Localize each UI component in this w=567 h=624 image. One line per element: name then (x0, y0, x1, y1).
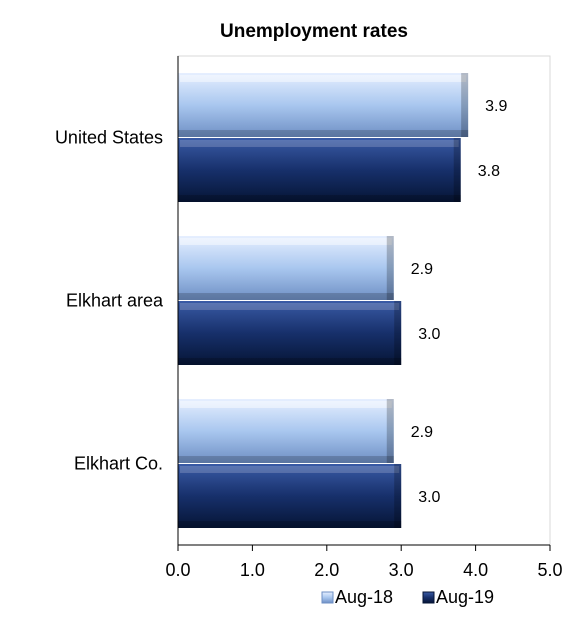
x-tick-label: 1.0 (240, 560, 265, 580)
legend-label: Aug-19 (436, 587, 494, 607)
data-label: 2.9 (411, 424, 433, 441)
chart-title: Unemployment rates (220, 21, 408, 42)
category-label: United States (55, 128, 163, 148)
bar-aug-19 (178, 301, 402, 365)
x-tick-label: 5.0 (537, 560, 562, 580)
bar-aug-18 (178, 73, 469, 137)
legend-swatch (422, 591, 435, 604)
bar-aug-18 (178, 399, 394, 463)
data-label: 2.9 (411, 261, 433, 278)
legend-label: Aug-18 (335, 587, 393, 607)
bar-aug-18 (178, 236, 394, 300)
x-tick-label: 3.0 (389, 560, 414, 580)
legend-swatch (321, 591, 334, 604)
x-tick-label: 4.0 (463, 560, 488, 580)
data-label: 3.8 (478, 163, 500, 180)
data-label: 3.9 (485, 98, 507, 115)
data-label: 3.0 (418, 489, 440, 506)
category-label: Elkhart Co. (74, 454, 163, 474)
bar-aug-19 (178, 138, 461, 202)
legend: Aug-18 Aug-19 (321, 587, 494, 607)
x-tick-label: 2.0 (314, 560, 339, 580)
bar-aug-19 (178, 464, 402, 528)
x-tick-label: 0.0 (165, 560, 190, 580)
legend-item-aug-18: Aug-18 (321, 587, 393, 607)
data-label: 3.0 (418, 326, 440, 343)
legend-item-aug-19: Aug-19 (422, 587, 494, 607)
category-label: Elkhart area (66, 291, 164, 311)
